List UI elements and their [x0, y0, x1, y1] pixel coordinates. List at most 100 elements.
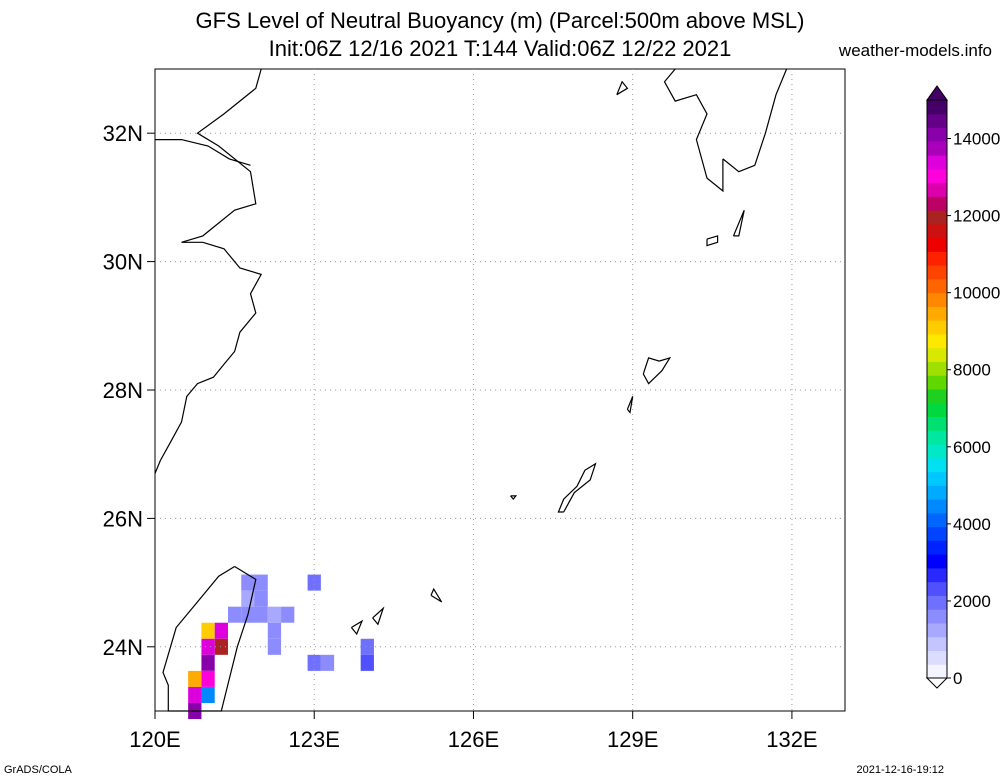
colorbar-segment: [927, 168, 947, 184]
colorbar-segment: [927, 416, 947, 431]
colorbar-segment: [927, 182, 947, 197]
colorbar-segment: [927, 540, 947, 555]
lon-tick-label: 126E: [448, 727, 499, 752]
colorbar-segment: [927, 155, 947, 170]
colorbar-segment: [927, 306, 947, 321]
field-cell: [254, 590, 268, 607]
colorbar-segment: [927, 127, 947, 142]
colorbar-segment: [927, 622, 947, 638]
lat-tick-label: 24N: [103, 635, 143, 660]
colorbar-segment: [927, 100, 947, 115]
colorbar-segment: [927, 650, 947, 665]
lon-tick-label: 132E: [766, 727, 817, 752]
colorbar-segment: [927, 278, 947, 294]
field-cell: [267, 606, 282, 623]
coastline-okinawa: [557, 462, 597, 513]
field-cell: [201, 686, 215, 703]
colorbar-segment: [927, 457, 947, 473]
field-cell: [241, 574, 255, 591]
colorbar-segment: [927, 595, 947, 610]
colorbar-label: 14000: [953, 130, 1000, 149]
coastline-goto: [616, 80, 629, 96]
field-cell: [201, 670, 215, 687]
coastline-yangtze-north: [155, 139, 251, 166]
coastline-layer: [154, 68, 788, 712]
field-layer: [188, 574, 374, 720]
coastline-yakushima: [706, 235, 719, 247]
colorbar-segment: [927, 430, 947, 445]
field-cell: [320, 654, 335, 671]
colorbar-segment: [927, 292, 947, 307]
colorbar-label: 10000: [953, 284, 1000, 303]
colorbar-segment: [927, 333, 947, 349]
coastline-kyushu-east: [722, 68, 788, 173]
colorbar-segment: [927, 636, 947, 651]
colorbar-label: 8000: [953, 361, 991, 380]
chart-subtitle: Init:06Z 12/16 2021 T:144 Valid:06Z 12/2…: [268, 36, 732, 61]
colorbar-label: 2000: [953, 592, 991, 611]
colorbar-label: 4000: [953, 515, 991, 534]
coastline-kyushu-west: [663, 68, 724, 193]
lat-tick-label: 26N: [103, 506, 143, 531]
lon-tick-label: 120E: [129, 727, 180, 752]
colorbar-segment: [927, 251, 947, 266]
colorbar-segment: [927, 581, 947, 596]
colorbar-segment: [927, 113, 947, 129]
axis-labels: 120E 123E 126E 129E 132E 24N 26N 28N 30N 32N: [103, 121, 818, 752]
colorbar-segment: [927, 471, 947, 486]
lat-tick-label: 32N: [103, 121, 143, 146]
field-cell: [227, 606, 242, 623]
field-cell: [214, 638, 228, 655]
coastline-kume: [510, 495, 518, 501]
field-cell: [254, 606, 268, 623]
colorbar-label: 0: [953, 669, 962, 688]
coastline-iriomote: [350, 619, 364, 636]
footer-timestamp: 2021-12-16-19:12: [856, 764, 944, 776]
field-cell: [201, 638, 215, 655]
colorbar-bottom-arrow: [925, 677, 949, 689]
site-label: weather-models.info: [838, 41, 992, 60]
colorbar-outline: [926, 99, 948, 679]
colorbar-segment: [927, 320, 947, 335]
coastline-taiwan: [162, 565, 257, 712]
field-cell: [188, 670, 202, 687]
field-cell: [254, 574, 268, 591]
colorbar-segment: [927, 389, 947, 404]
colorbar-top-arrow: [926, 85, 948, 101]
field-cell: [360, 638, 374, 655]
colorbar-label: 12000: [953, 207, 1000, 226]
coastline-tanegashima: [732, 209, 745, 237]
colorbar-segment: [927, 361, 947, 376]
coastline-amami: [642, 356, 672, 385]
grid-layer: [155, 69, 845, 711]
lat-tick-label: 28N: [103, 378, 143, 403]
colorbar-segment: [927, 444, 947, 459]
field-cell: [307, 654, 321, 671]
coastline-ishigaki: [372, 606, 385, 626]
coastline-miyako: [430, 587, 443, 603]
coastline-tokunoshima: [626, 396, 634, 414]
colorbar-label: 6000: [953, 438, 991, 457]
field-cell: [267, 638, 282, 655]
field-cell: [201, 654, 215, 671]
colorbar-segment: [927, 223, 947, 239]
colorbar-segment: [927, 141, 947, 156]
field-cell: [307, 574, 321, 591]
colorbar-segment: [927, 210, 947, 225]
colorbar-segment: [927, 347, 947, 362]
chart-title: GFS Level of Neutral Buoyancy (m) (Parce…: [195, 8, 805, 33]
lat-tick-label: 30N: [103, 250, 143, 275]
lon-tick-label: 123E: [289, 727, 340, 752]
colorbar-segment: [927, 609, 947, 624]
coastline-china-coast: [154, 68, 263, 474]
lon-tick-label: 129E: [607, 727, 658, 752]
colorbar-segment: [927, 402, 947, 418]
field-cell: [281, 606, 295, 623]
colorbar: 0 2000 4000 6000 8000 10000 12000 14000: [925, 85, 1000, 689]
colorbar-segment: [927, 664, 947, 679]
field-cell: [188, 686, 202, 703]
colorbar-segment: [927, 237, 947, 252]
colorbar-segment: [927, 485, 947, 500]
colorbar-segment: [927, 265, 947, 280]
